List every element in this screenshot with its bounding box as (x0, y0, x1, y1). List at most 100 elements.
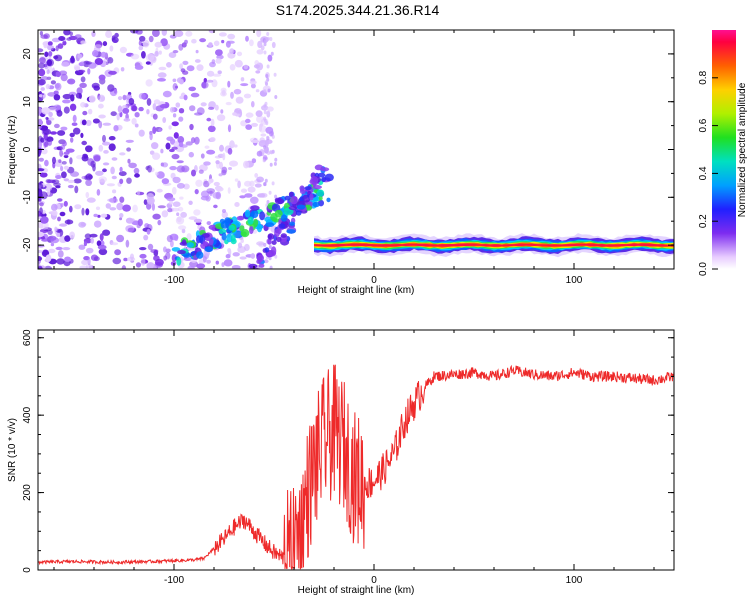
noise-blob (63, 178, 69, 182)
noise-blob (169, 34, 177, 39)
noise-blob (231, 265, 241, 269)
noise-blob (264, 139, 273, 144)
streak-blob (182, 253, 192, 258)
noise-blob (50, 131, 57, 135)
noise-blob (270, 51, 274, 56)
noise-blob (92, 50, 99, 57)
noise-blob (176, 182, 185, 189)
noise-blob (119, 111, 123, 118)
noise-blob (119, 46, 127, 54)
noise-blob (61, 171, 67, 179)
noise-blob (203, 180, 210, 188)
noise-blob (255, 89, 260, 93)
streak-blob (309, 193, 314, 201)
noise-blob (206, 221, 211, 226)
streak-blob (186, 242, 194, 248)
noise-blob (206, 259, 212, 264)
noise-blob (172, 207, 180, 212)
noise-blob (263, 147, 267, 152)
streak-blob (240, 229, 250, 238)
noise-blob (44, 183, 53, 192)
noise-blob (126, 177, 132, 184)
noise-blob (243, 160, 250, 169)
noise-blob (198, 169, 204, 174)
noise-blob (152, 126, 157, 134)
noise-blob (63, 200, 68, 207)
noise-blob (203, 78, 207, 83)
noise-blob (240, 238, 244, 243)
streak-blob (267, 238, 272, 245)
noise-blob (42, 250, 49, 256)
carrier-band (314, 243, 674, 247)
noise-blob (58, 36, 66, 41)
noise-blob (232, 252, 240, 257)
noise-blob (146, 98, 152, 106)
noise-blob (254, 173, 259, 178)
noise-blob (122, 94, 127, 101)
noise-blob (38, 250, 43, 253)
noise-blob (256, 30, 262, 38)
spectrogram-carrier-line (314, 233, 674, 258)
noise-blob (120, 67, 125, 72)
noise-blob (187, 265, 195, 269)
noise-blob (263, 50, 267, 55)
noise-blob (208, 178, 212, 185)
noise-blob (38, 265, 43, 269)
x-tick-label: -100 (164, 575, 184, 586)
noise-blob (207, 125, 216, 133)
noise-blob (70, 171, 80, 177)
noise-blob (215, 191, 222, 200)
noise-blob (186, 65, 195, 72)
noise-blob (191, 169, 196, 177)
noise-blob (84, 175, 88, 181)
noise-blob (176, 165, 185, 173)
noise-blob (81, 140, 87, 146)
noise-blob (38, 62, 45, 69)
noise-blob (196, 64, 204, 71)
noise-blob (69, 57, 76, 64)
noise-blob (219, 144, 224, 152)
noise-blob (220, 87, 227, 94)
noise-blob (169, 148, 175, 153)
noise-blob (194, 59, 201, 63)
streak-blob (259, 211, 266, 221)
noise-blob (257, 40, 263, 49)
noise-blob (98, 248, 108, 256)
noise-blob (260, 133, 267, 137)
colorbar-title: Normalized spectral amplitude (737, 82, 748, 217)
noise-blob (227, 187, 231, 194)
noise-blob (48, 117, 55, 121)
noise-blob (137, 190, 140, 196)
streak-blob (271, 240, 277, 246)
noise-blob (154, 258, 164, 266)
noise-blob (125, 139, 134, 143)
streak-blob (171, 247, 181, 252)
noise-blob (274, 95, 278, 99)
noise-blob (134, 173, 140, 178)
noise-blob (159, 103, 169, 109)
noise-blob (69, 103, 77, 112)
noise-blob (206, 79, 214, 83)
noise-blob (102, 229, 111, 236)
noise-blob (172, 201, 181, 207)
noise-blob (72, 114, 77, 123)
noise-blob (178, 108, 185, 114)
noise-blob (274, 254, 278, 259)
noise-blob (139, 35, 146, 42)
noise-blob (77, 40, 81, 45)
noise-blob (185, 141, 193, 146)
noise-blob (69, 132, 75, 138)
noise-blob (61, 161, 67, 165)
noise-blob (161, 30, 167, 36)
noise-blob (263, 116, 267, 121)
noise-blob (266, 64, 270, 69)
streak-blob (310, 176, 319, 185)
streak-blob (256, 223, 263, 233)
noise-blob (53, 55, 59, 60)
noise-blob (229, 48, 235, 54)
noise-blob (45, 254, 52, 262)
noise-blob (234, 178, 239, 182)
noise-blob (179, 63, 184, 70)
noise-blob (264, 178, 268, 183)
noise-blob (87, 258, 91, 266)
